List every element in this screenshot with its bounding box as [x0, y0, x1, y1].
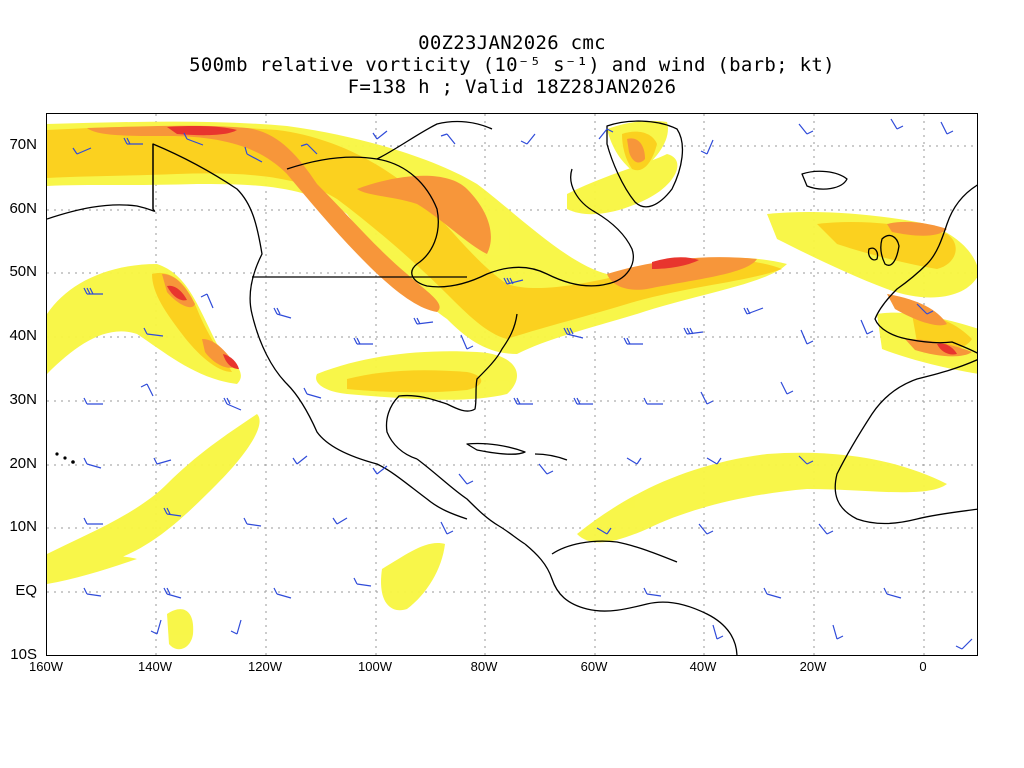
title-run: 00Z23JAN2026 cmc	[418, 32, 606, 54]
lon-label-60w: 60W	[580, 659, 608, 674]
title-valid-time: F=138 h ; Valid 18Z28JAN2026	[347, 76, 677, 98]
hawaii-islands	[55, 452, 75, 464]
lon-label-160w: 160W	[29, 659, 63, 674]
lon-label-40w: 40W	[689, 659, 717, 674]
chart-titles: 00Z23JAN2026 cmc 500mb relative vorticit…	[0, 32, 1024, 98]
wind-barbs	[72, 118, 973, 650]
coastlines	[47, 120, 977, 655]
lon-label-140w: 140W	[138, 659, 172, 674]
vorticity-shading-light	[47, 120, 977, 650]
vorticity-map	[47, 114, 977, 655]
lat-label-20n: 20N	[9, 455, 37, 472]
lon-label-20w: 20W	[799, 659, 827, 674]
lat-label-10n: 10N	[9, 518, 37, 535]
lon-label-80w: 80W	[470, 659, 498, 674]
lon-label-0: 0	[919, 659, 927, 674]
title-variable: 500mb relative vorticity (10⁻⁵ s⁻¹) and …	[189, 54, 835, 76]
lat-label-60n: 60N	[9, 200, 37, 217]
lat-label-70n: 70N	[9, 136, 37, 153]
lat-label-10s: 10S	[10, 646, 37, 663]
lat-label-40n: 40N	[9, 327, 37, 344]
lat-label-eq: EQ	[15, 582, 37, 599]
lat-label-50n: 50N	[9, 263, 37, 280]
lon-label-100w: 100W	[358, 659, 392, 674]
map-panel	[46, 113, 978, 656]
lat-label-30n: 30N	[9, 391, 37, 408]
lon-label-120w: 120W	[248, 659, 282, 674]
